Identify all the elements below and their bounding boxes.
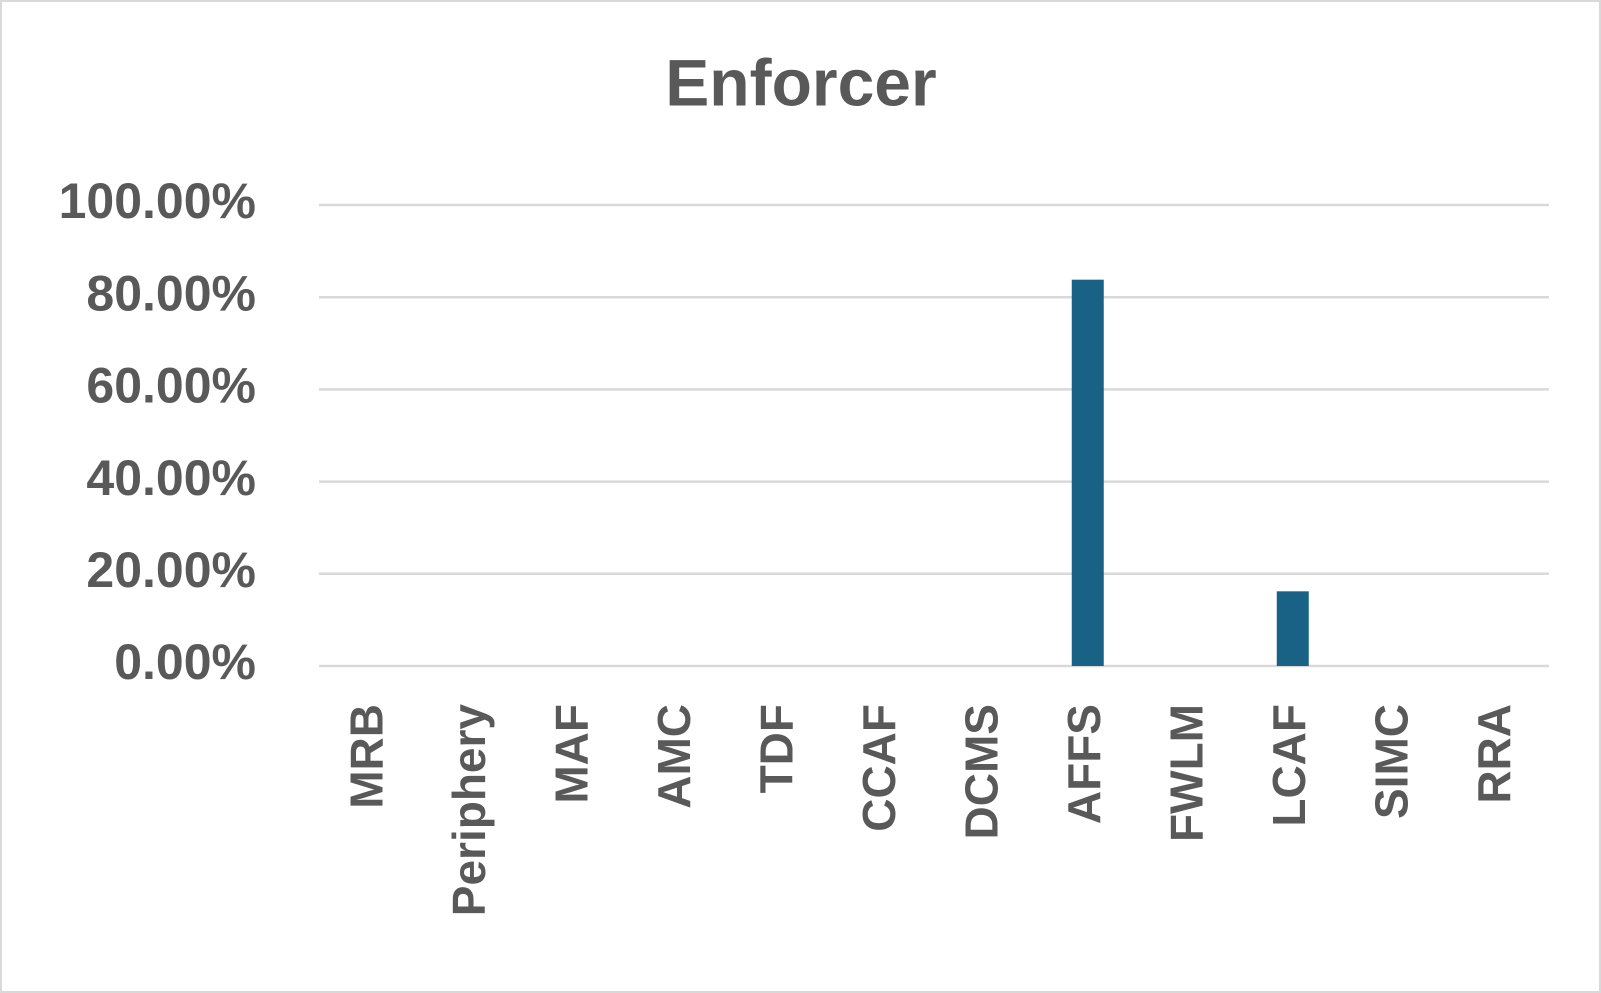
x-tick-label: MAF [545,704,597,804]
bar [1276,591,1309,666]
chart-title: Enforcer [665,45,936,119]
y-tick-label: 0.00% [114,634,256,690]
x-tick-label: Periphery [443,704,495,917]
x-tick-label: AMC [648,704,700,809]
y-tick-label: 80.00% [86,265,256,321]
x-tick-label: TDF [750,704,802,793]
x-tick-label: SIMC [1365,704,1417,819]
x-tick-label: RRA [1468,704,1520,804]
y-tick-label: 40.00% [86,450,256,506]
x-tick-label: FWLM [1160,704,1212,842]
x-tick-label: DCMS [955,704,1007,839]
x-tick-label: CCAF [853,704,905,832]
y-tick-label: 20.00% [86,542,256,598]
y-tick-label: 60.00% [86,358,256,414]
bar [1071,279,1104,666]
x-tick-label: MRB [340,704,392,809]
x-tick-label: AFFS [1058,704,1110,824]
x-tick-label: LCAF [1263,704,1315,827]
y-tick-label: 100.00% [59,173,256,229]
